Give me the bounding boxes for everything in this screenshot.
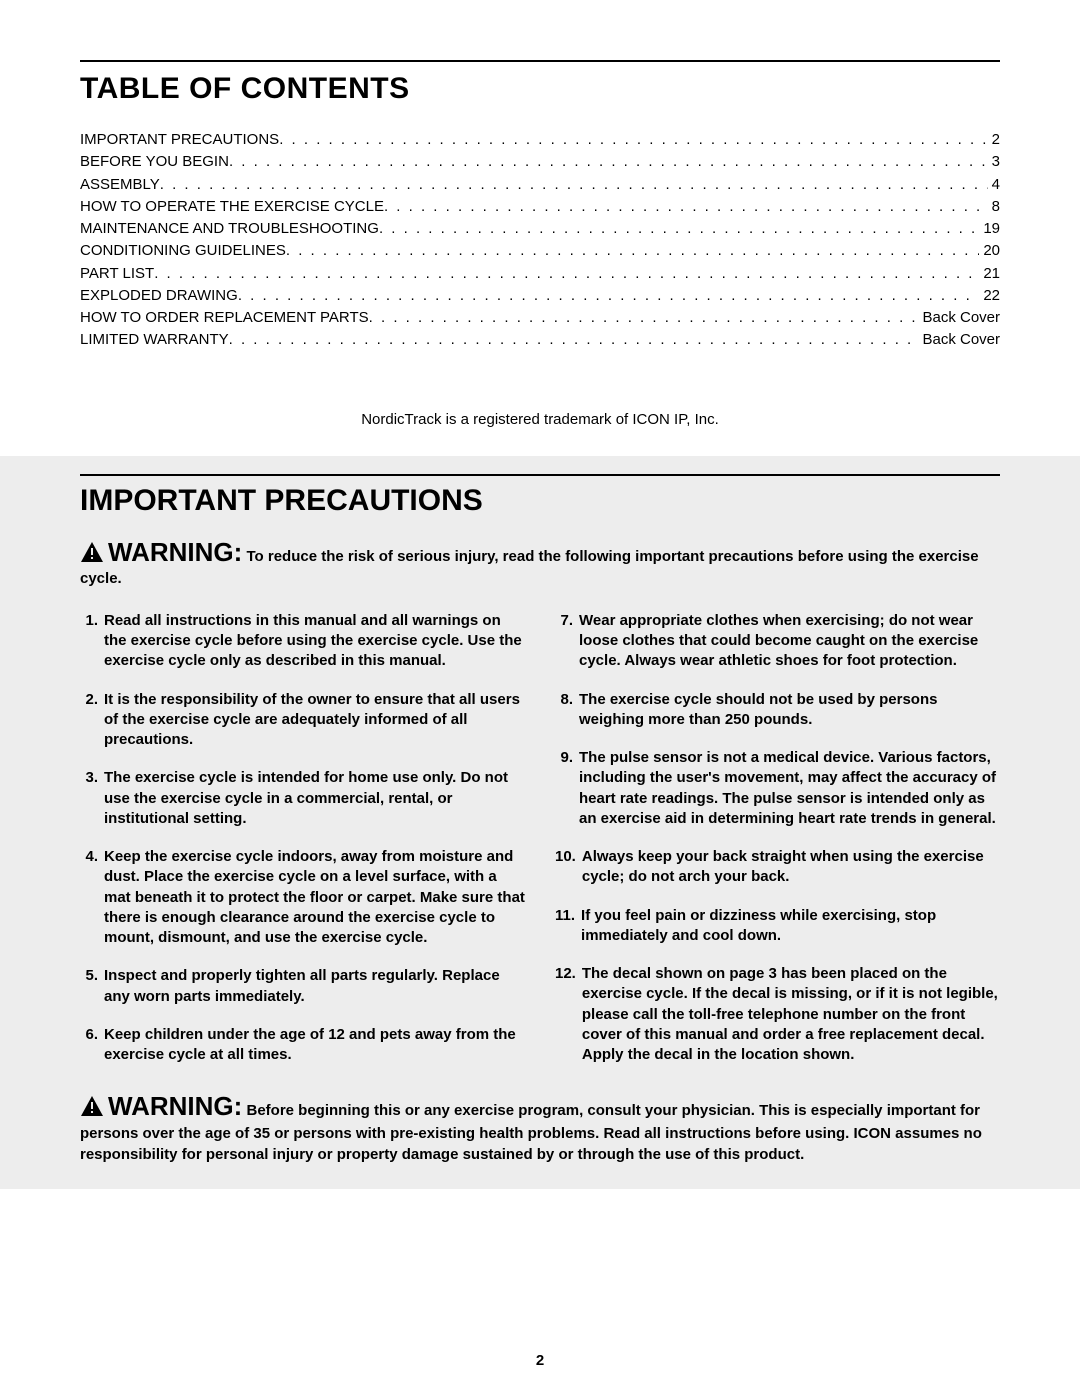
- warning-lead-paragraph: WARNING: To reduce the risk of serious i…: [80, 536, 1000, 589]
- page-number: 2: [0, 1352, 1080, 1369]
- toc-label: EXPLODED DRAWING: [80, 286, 238, 306]
- item-text: The decal shown on page 3 has been place…: [582, 964, 1000, 1065]
- toc-label: ASSEMBLY: [80, 175, 160, 195]
- toc-page: 8: [988, 197, 1000, 217]
- item-text: Keep the exercise cycle indoors, away fr…: [104, 847, 525, 948]
- toc-dots: [238, 286, 980, 306]
- item-number: 10.: [555, 847, 582, 888]
- toc-label: CONDITIONING GUIDELINES: [80, 241, 286, 261]
- item-text: Keep children under the age of 12 and pe…: [104, 1025, 525, 1066]
- toc-row: LIMITED WARRANTY Back Cover: [80, 330, 1000, 350]
- toc-dots: [160, 175, 988, 195]
- item-number: 2.: [80, 690, 104, 751]
- precaution-item: 9.The pulse sensor is not a medical devi…: [555, 748, 1000, 829]
- toc-dots: [229, 330, 919, 350]
- precaution-item: 5.Inspect and properly tighten all parts…: [80, 966, 525, 1007]
- toc-page: 21: [979, 264, 1000, 284]
- toc-page: Back Cover: [918, 330, 1000, 350]
- precaution-item: 6.Keep children under the age of 12 and …: [80, 1025, 525, 1066]
- item-number: 12.: [555, 964, 582, 1065]
- toc-row: HOW TO OPERATE THE EXERCISE CYCLE 8: [80, 197, 1000, 217]
- item-number: 3.: [80, 768, 104, 829]
- precaution-item: 10.Always keep your back straight when u…: [555, 847, 1000, 888]
- toc-list: IMPORTANT PRECAUTIONS 2 BEFORE YOU BEGIN 3…: [80, 130, 1000, 351]
- warning-triangle-icon: [80, 1095, 104, 1123]
- page: TABLE OF CONTENTS IMPORTANT PRECAUTIONS 2…: [0, 0, 1080, 1397]
- item-number: 8.: [555, 690, 579, 731]
- item-number: 11.: [555, 906, 581, 947]
- precaution-item: 7.Wear appropriate clothes when exercisi…: [555, 611, 1000, 672]
- toc-row: CONDITIONING GUIDELINES 20: [80, 241, 1000, 261]
- item-number: 7.: [555, 611, 579, 672]
- toc-page: 2: [988, 130, 1000, 150]
- item-text: Always keep your back straight when usin…: [582, 847, 1000, 888]
- toc-page: Back Cover: [918, 308, 1000, 328]
- item-number: 5.: [80, 966, 104, 1007]
- precautions-col-right: 7.Wear appropriate clothes when exercisi…: [555, 611, 1000, 1084]
- precautions-rule: [80, 474, 1000, 476]
- precaution-item: 3.The exercise cycle is intended for hom…: [80, 768, 525, 829]
- precaution-item: 2.It is the responsibility of the owner …: [80, 690, 525, 751]
- warning-word: WARNING:: [108, 537, 242, 567]
- toc-heading: TABLE OF CONTENTS: [80, 72, 1000, 106]
- toc-page: 22: [979, 286, 1000, 306]
- toc-page: 4: [988, 175, 1000, 195]
- toc-page: 3: [988, 152, 1000, 172]
- item-text: The exercise cycle should not be used by…: [579, 690, 1000, 731]
- toc-row: MAINTENANCE AND TROUBLESHOOTING 19: [80, 219, 1000, 239]
- precaution-item: 1.Read all instructions in this manual a…: [80, 611, 525, 672]
- precautions-columns: 1.Read all instructions in this manual a…: [80, 611, 1000, 1084]
- top-rule: [80, 60, 1000, 62]
- precaution-item: 11.If you feel pain or dizziness while e…: [555, 906, 1000, 947]
- precaution-item: 8.The exercise cycle should not be used …: [555, 690, 1000, 731]
- precaution-item: 12.The decal shown on page 3 has been pl…: [555, 964, 1000, 1065]
- precautions-col-left: 1.Read all instructions in this manual a…: [80, 611, 525, 1084]
- item-text: Wear appropriate clothes when exercising…: [579, 611, 1000, 672]
- precautions-inner: IMPORTANT PRECAUTIONS WARNING: To reduce…: [0, 474, 1080, 1165]
- toc-dots: [279, 130, 987, 150]
- toc-dots: [384, 197, 988, 217]
- toc-dots: [154, 264, 979, 284]
- warning-bottom-paragraph: WARNING: Before beginning this or any ex…: [80, 1089, 1000, 1165]
- toc-row: ASSEMBLY 4: [80, 175, 1000, 195]
- precautions-box: IMPORTANT PRECAUTIONS WARNING: To reduce…: [0, 456, 1080, 1189]
- precautions-heading: IMPORTANT PRECAUTIONS: [80, 484, 1000, 518]
- item-number: 1.: [80, 611, 104, 672]
- toc-row: EXPLODED DRAWING 22: [80, 286, 1000, 306]
- toc-label: HOW TO ORDER REPLACEMENT PARTS: [80, 308, 369, 328]
- item-number: 6.: [80, 1025, 104, 1066]
- toc-label: IMPORTANT PRECAUTIONS: [80, 130, 279, 150]
- toc-label: HOW TO OPERATE THE EXERCISE CYCLE: [80, 197, 384, 217]
- toc-dots: [379, 219, 979, 239]
- toc-label: PART LIST: [80, 264, 154, 284]
- toc-page: 19: [979, 219, 1000, 239]
- toc-row: BEFORE YOU BEGIN 3: [80, 152, 1000, 172]
- toc-row: PART LIST 21: [80, 264, 1000, 284]
- toc-row: IMPORTANT PRECAUTIONS 2: [80, 130, 1000, 150]
- warning-triangle-icon: [80, 541, 104, 569]
- warning-word: WARNING:: [108, 1091, 242, 1121]
- item-text: If you feel pain or dizziness while exer…: [581, 906, 1000, 947]
- item-text: Read all instructions in this manual and…: [104, 611, 525, 672]
- item-text: The pulse sensor is not a medical device…: [579, 748, 1000, 829]
- trademark-note: NordicTrack is a registered trademark of…: [80, 411, 1000, 428]
- toc-label: MAINTENANCE AND TROUBLESHOOTING: [80, 219, 379, 239]
- toc-row: HOW TO ORDER REPLACEMENT PARTS Back Cover: [80, 308, 1000, 328]
- toc-label: LIMITED WARRANTY: [80, 330, 229, 350]
- item-number: 9.: [555, 748, 579, 829]
- item-number: 4.: [80, 847, 104, 948]
- item-text: It is the responsibility of the owner to…: [104, 690, 525, 751]
- toc-dots: [369, 308, 919, 328]
- toc-dots: [286, 241, 979, 261]
- item-text: The exercise cycle is intended for home …: [104, 768, 525, 829]
- precaution-item: 4.Keep the exercise cycle indoors, away …: [80, 847, 525, 948]
- toc-label: BEFORE YOU BEGIN: [80, 152, 229, 172]
- toc-dots: [229, 152, 988, 172]
- item-text: Inspect and properly tighten all parts r…: [104, 966, 525, 1007]
- toc-page: 20: [979, 241, 1000, 261]
